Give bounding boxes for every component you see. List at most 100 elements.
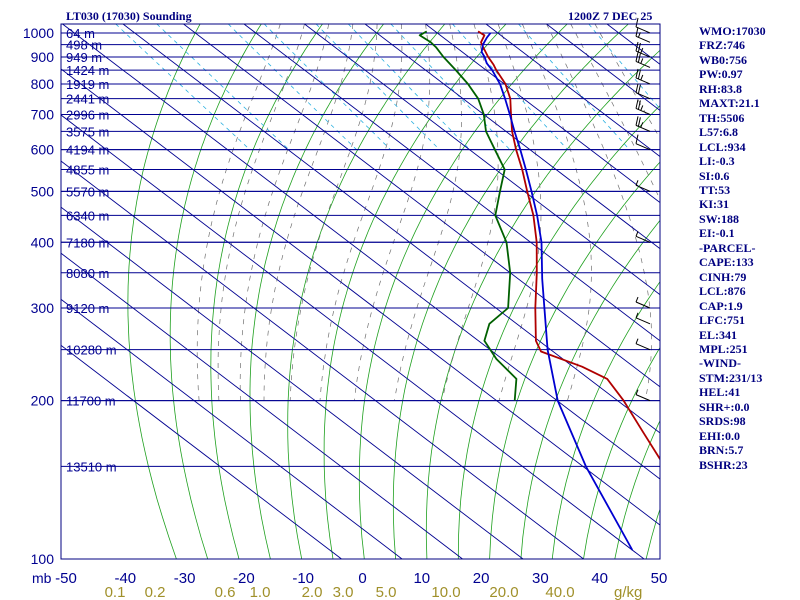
stat-line: MPL:251 bbox=[699, 341, 748, 356]
wind-barb-flag bbox=[635, 134, 639, 144]
moist-adiabat bbox=[497, 24, 542, 401]
dry-adiabat bbox=[457, 105, 660, 559]
wind-barb-flag bbox=[635, 52, 639, 62]
temperature-tick-label: 50 bbox=[651, 570, 668, 587]
dry-adiabat bbox=[489, 161, 660, 559]
isotherm bbox=[364, 24, 660, 250]
stat-line: WMO:17030 bbox=[699, 24, 766, 38]
temperature-tick-label: -10 bbox=[292, 570, 314, 587]
dry-adiabat bbox=[358, 24, 568, 559]
wind-barb-staff bbox=[635, 50, 651, 58]
wind-barb-flag bbox=[637, 42, 641, 53]
height-label: 2441 m bbox=[66, 92, 109, 107]
wind-barb-staff bbox=[635, 143, 651, 151]
moist-adiabat bbox=[319, 24, 403, 401]
mixing-ratio-tick-label: 1.0 bbox=[250, 584, 271, 600]
stat-line: KI:31 bbox=[699, 197, 729, 212]
stat-line: LCL:876 bbox=[699, 284, 746, 299]
temperature-tick-label: 40 bbox=[591, 570, 608, 587]
wind-barb bbox=[635, 99, 651, 115]
parcel-trace bbox=[480, 32, 634, 551]
wind-barb-flag bbox=[635, 296, 639, 303]
wind-barb bbox=[635, 17, 651, 34]
wind-barb-flag bbox=[635, 99, 639, 109]
moist-adiabat bbox=[441, 24, 499, 401]
mixing-ratio-tick-label: 0.1 bbox=[105, 584, 126, 600]
wind-barb bbox=[635, 52, 651, 68]
stat-line: BRN:5.7 bbox=[699, 443, 744, 458]
wind-barb-flag bbox=[635, 17, 639, 28]
moist-adiabat bbox=[263, 24, 354, 401]
wind-barb-flag bbox=[640, 74, 644, 81]
height-label: 64 m bbox=[66, 26, 95, 41]
stat-line: SRDS:98 bbox=[699, 414, 746, 429]
moist-adiabat bbox=[394, 24, 462, 401]
wind-barb bbox=[635, 180, 651, 192]
pressure-tick-label: 1000 bbox=[23, 25, 54, 41]
temperature-tick-label: 30 bbox=[532, 570, 549, 587]
wind-barb-flag bbox=[637, 32, 641, 38]
isotherm bbox=[183, 24, 660, 388]
isotherm bbox=[61, 206, 524, 559]
moist-adiabat bbox=[217, 24, 305, 401]
temperature-tick-label: -50 bbox=[55, 570, 77, 587]
mixing-ratio-line bbox=[315, 24, 440, 150]
mixing-ratio-tick-label: 20.0 bbox=[489, 584, 518, 600]
plot-border bbox=[60, 23, 661, 560]
stat-line: EHI:0.0 bbox=[699, 428, 741, 443]
stat-line: -PARCEL- bbox=[699, 240, 756, 255]
height-label: 2996 m bbox=[66, 107, 109, 122]
dewpoint-trace bbox=[418, 30, 518, 401]
height-label: 10280 m bbox=[66, 343, 117, 358]
wind-barb-flag bbox=[635, 116, 639, 126]
height-label: 11700 m bbox=[66, 394, 116, 409]
height-label: 6340 m bbox=[66, 208, 109, 223]
mixing-ratio-tick-label: 0.6 bbox=[215, 584, 236, 600]
wind-barb-flag bbox=[640, 105, 644, 111]
isotherm bbox=[61, 252, 463, 559]
wind-barb-flag bbox=[635, 68, 639, 79]
mixing-ratio-tick-label: 10.0 bbox=[431, 584, 460, 600]
pressure-tick-label: 800 bbox=[31, 76, 55, 92]
mixing-ratio-tick-label: 40.0 bbox=[545, 584, 574, 600]
height-label: 9120 m bbox=[66, 301, 109, 316]
stat-line: CAPE:133 bbox=[699, 255, 754, 270]
isotherm bbox=[243, 24, 660, 342]
temperature-tick-label: 20 bbox=[473, 570, 490, 587]
dry-adiabat bbox=[169, 24, 262, 559]
wind-barb-flag bbox=[635, 27, 639, 37]
wind-barb bbox=[635, 68, 651, 85]
wind-barb bbox=[635, 27, 651, 43]
wind-barb-staff bbox=[635, 343, 651, 351]
height-label: 949 m bbox=[66, 50, 102, 65]
pressure-tick-label: 900 bbox=[31, 49, 55, 65]
wind-barb-staff bbox=[635, 124, 651, 132]
mixing-ratio-line bbox=[115, 24, 251, 150]
wind-barb bbox=[635, 338, 651, 351]
chart-datetime: 1200Z 7 DEC 25 bbox=[568, 9, 653, 23]
temperature-tick-label: 0 bbox=[358, 570, 366, 587]
wind-barb bbox=[635, 83, 651, 100]
stat-line: SI:0.6 bbox=[699, 168, 730, 183]
height-label: 8080 m bbox=[66, 266, 109, 281]
stat-line: MAXT:21.1 bbox=[699, 96, 760, 111]
wind-barb-flag bbox=[637, 84, 641, 94]
moist-adiabat bbox=[239, 24, 330, 401]
height-label: 4855 m bbox=[66, 163, 109, 178]
wind-barb bbox=[635, 134, 651, 151]
temperature-tick-label: 10 bbox=[413, 570, 430, 587]
moist-adiabat bbox=[196, 24, 281, 401]
stat-line: LI:-0.3 bbox=[699, 154, 735, 169]
isotherm bbox=[62, 24, 660, 480]
wind-barb-staff bbox=[635, 92, 651, 100]
stat-line: SHR+:0.0 bbox=[699, 399, 750, 414]
height-label: 3575 m bbox=[66, 124, 109, 139]
isotherm bbox=[61, 298, 403, 559]
mixing-ratio-line bbox=[348, 24, 471, 150]
height-label: 498 m bbox=[66, 38, 102, 53]
stat-line: STM:231/13 bbox=[699, 370, 763, 385]
height-label: 5570 m bbox=[66, 184, 109, 199]
temperature-tick-label: -40 bbox=[114, 570, 136, 587]
wind-barb-staff bbox=[635, 301, 651, 309]
